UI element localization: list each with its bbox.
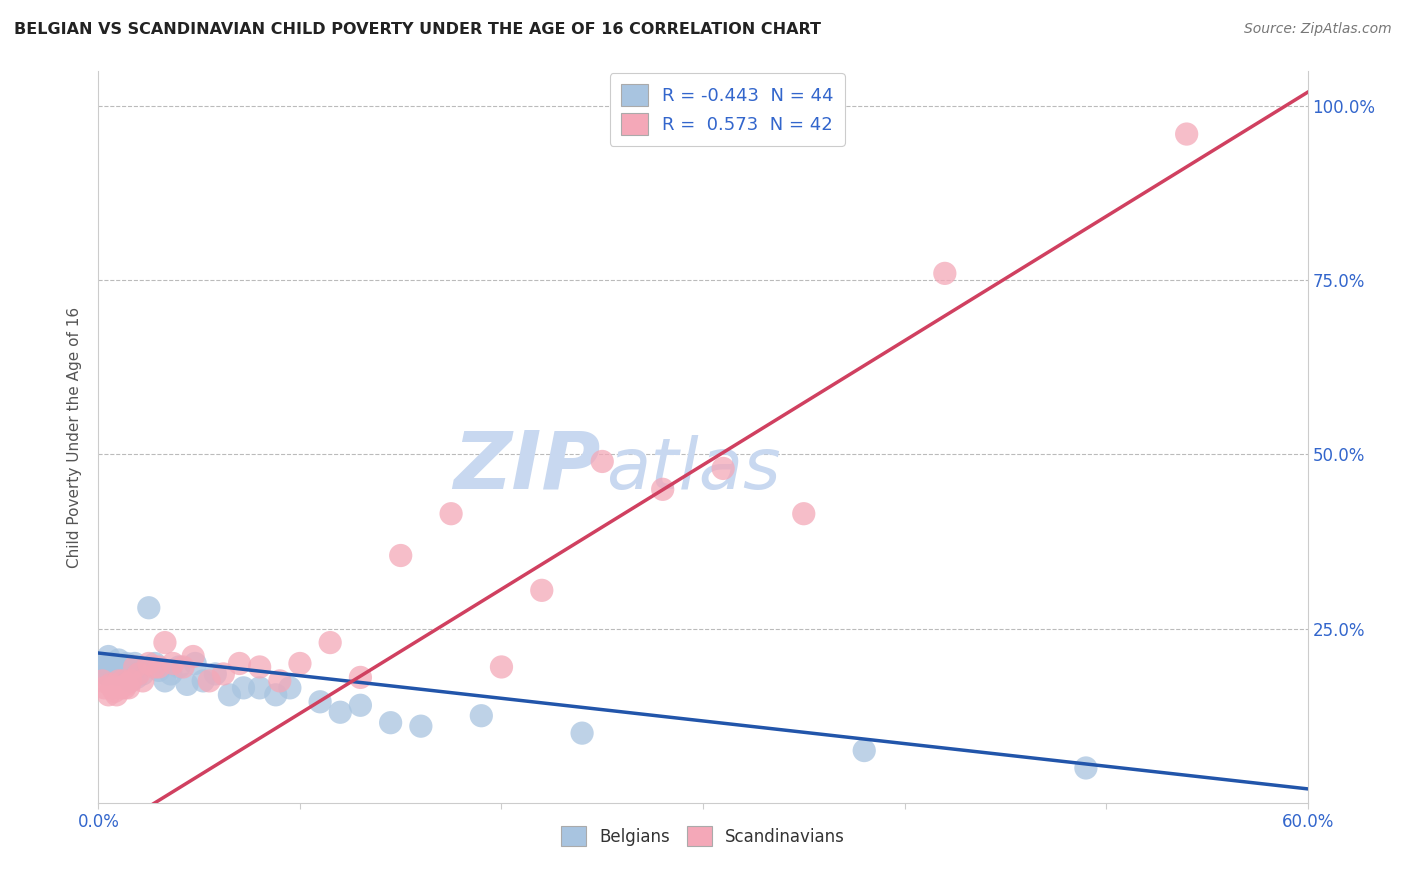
Point xyxy=(107,673,129,688)
Text: atlas: atlas xyxy=(606,435,780,505)
Point xyxy=(118,660,141,674)
Point xyxy=(124,660,146,674)
Point xyxy=(181,649,204,664)
Point xyxy=(132,673,155,688)
Point xyxy=(172,660,194,674)
Text: ZIP: ZIP xyxy=(453,427,600,506)
Point xyxy=(793,507,815,521)
Point xyxy=(934,266,956,280)
Point xyxy=(389,549,412,563)
Point xyxy=(100,664,122,678)
Point xyxy=(160,667,183,681)
Point xyxy=(101,657,124,671)
Point xyxy=(101,681,124,695)
Point xyxy=(97,688,120,702)
Point xyxy=(167,660,190,674)
Point xyxy=(114,681,136,695)
Text: Source: ZipAtlas.com: Source: ZipAtlas.com xyxy=(1244,22,1392,37)
Point xyxy=(278,681,301,695)
Point xyxy=(120,673,142,688)
Point xyxy=(249,660,271,674)
Point xyxy=(111,673,134,688)
Point xyxy=(491,660,513,674)
Point xyxy=(115,657,138,671)
Point xyxy=(132,667,155,681)
Point xyxy=(571,726,593,740)
Point xyxy=(470,708,492,723)
Point xyxy=(128,664,150,678)
Point xyxy=(143,657,166,671)
Point xyxy=(125,670,148,684)
Point xyxy=(853,743,876,757)
Point xyxy=(153,673,176,688)
Point xyxy=(115,677,138,691)
Point xyxy=(138,657,160,671)
Point xyxy=(212,667,235,681)
Point xyxy=(100,677,122,691)
Point xyxy=(204,667,226,681)
Point xyxy=(103,684,125,698)
Point xyxy=(107,653,129,667)
Point xyxy=(249,681,271,695)
Point xyxy=(93,681,115,695)
Point xyxy=(96,667,118,681)
Point xyxy=(409,719,432,733)
Point xyxy=(184,657,207,671)
Point xyxy=(128,667,150,681)
Point xyxy=(103,660,125,674)
Point xyxy=(228,657,250,671)
Point xyxy=(329,705,352,719)
Point xyxy=(1175,127,1198,141)
Point xyxy=(105,667,128,681)
Point xyxy=(309,695,332,709)
Point xyxy=(319,635,342,649)
Point xyxy=(105,688,128,702)
Point xyxy=(91,673,114,688)
Point xyxy=(232,681,254,695)
Point xyxy=(111,660,134,674)
Point xyxy=(110,664,132,678)
Point xyxy=(91,657,114,671)
Point xyxy=(120,673,142,688)
Point xyxy=(198,673,221,688)
Point xyxy=(176,677,198,691)
Point xyxy=(148,660,170,674)
Point xyxy=(380,715,402,730)
Point xyxy=(530,583,553,598)
Point xyxy=(138,600,160,615)
Point xyxy=(440,507,463,521)
Y-axis label: Child Poverty Under the Age of 16: Child Poverty Under the Age of 16 xyxy=(67,307,83,567)
Point xyxy=(193,673,215,688)
Point xyxy=(1074,761,1097,775)
Point xyxy=(110,681,132,695)
Point xyxy=(121,667,143,681)
Point xyxy=(148,664,170,678)
Point xyxy=(143,660,166,674)
Point xyxy=(288,657,311,671)
Point xyxy=(118,681,141,695)
Point xyxy=(264,688,287,702)
Point xyxy=(269,673,291,688)
Point xyxy=(711,461,734,475)
Point xyxy=(591,454,613,468)
Point xyxy=(93,660,115,674)
Point xyxy=(349,670,371,684)
Point xyxy=(349,698,371,713)
Point xyxy=(153,635,176,649)
Point xyxy=(124,657,146,671)
Point xyxy=(97,649,120,664)
Point xyxy=(218,688,240,702)
Point xyxy=(651,483,673,497)
Text: BELGIAN VS SCANDINAVIAN CHILD POVERTY UNDER THE AGE OF 16 CORRELATION CHART: BELGIAN VS SCANDINAVIAN CHILD POVERTY UN… xyxy=(14,22,821,37)
Point xyxy=(114,667,136,681)
Legend: Belgians, Scandinavians: Belgians, Scandinavians xyxy=(554,820,852,853)
Point xyxy=(162,657,184,671)
